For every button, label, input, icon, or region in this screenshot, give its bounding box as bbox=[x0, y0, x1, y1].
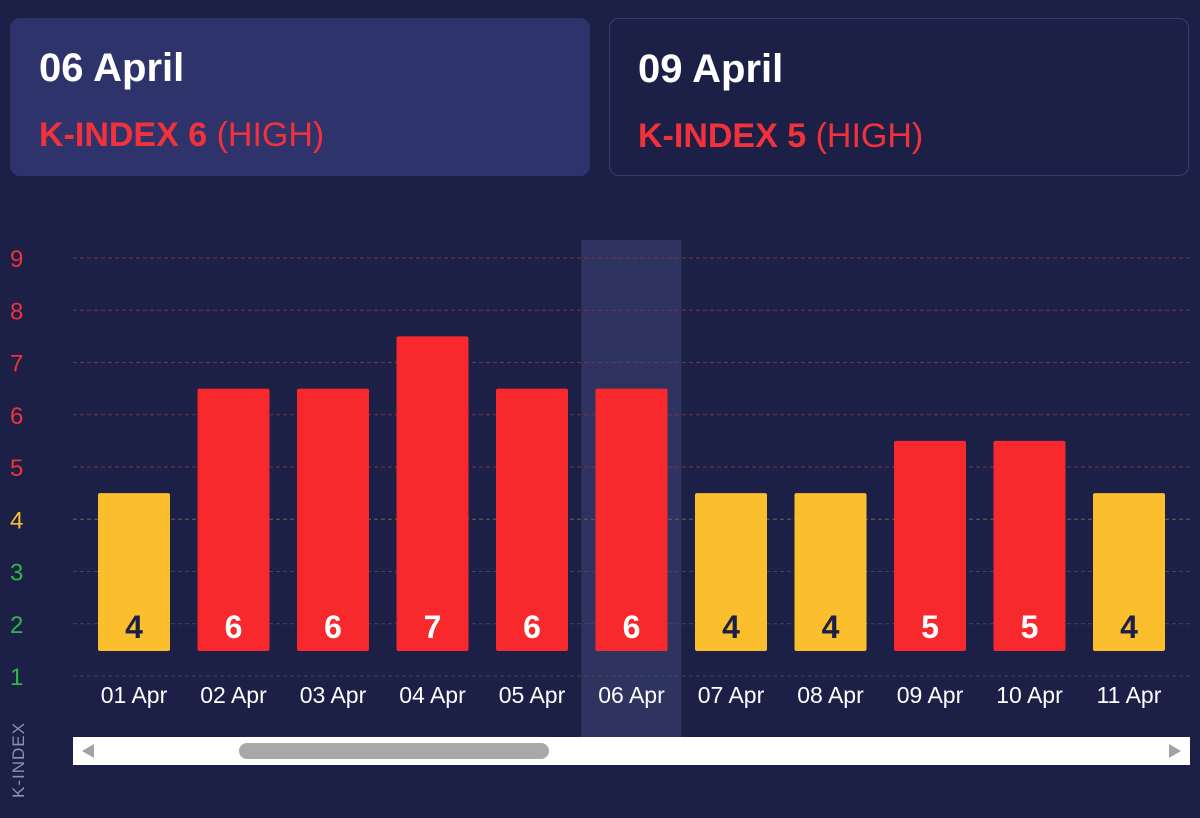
bar bbox=[794, 493, 867, 651]
scroll-left-arrow-icon[interactable] bbox=[82, 744, 94, 758]
bar-value-label: 4 bbox=[1120, 609, 1138, 645]
bar-value-label: 5 bbox=[921, 609, 939, 645]
card-kindex-level: (HIGH) bbox=[815, 117, 924, 155]
x-tick-label: 09 Apr bbox=[897, 682, 964, 708]
x-tick-label: 02 Apr bbox=[200, 682, 267, 708]
bar-value-label: 5 bbox=[1021, 609, 1039, 645]
bar bbox=[595, 388, 668, 651]
y-tick-label: 4 bbox=[10, 507, 23, 534]
horizontal-scrollbar[interactable] bbox=[73, 737, 1190, 765]
bar-value-label: 6 bbox=[324, 609, 342, 645]
x-tick-label: 05 Apr bbox=[499, 682, 566, 708]
card-date: 09 April bbox=[638, 47, 784, 91]
bar-value-label: 4 bbox=[722, 609, 740, 645]
bar-value-label: 7 bbox=[424, 609, 442, 645]
bar bbox=[197, 388, 270, 651]
card-kindex: K-INDEX 5 (HIGH) bbox=[638, 117, 923, 156]
bar bbox=[297, 388, 369, 651]
y-tick-label: 9 bbox=[10, 246, 23, 273]
card-date: 06 April bbox=[39, 46, 185, 90]
x-tick-label: 07 Apr bbox=[698, 682, 765, 708]
bar bbox=[98, 493, 170, 651]
y-tick-label: 8 bbox=[10, 298, 23, 325]
x-tick-label: 03 Apr bbox=[300, 682, 367, 708]
x-tick-label: 11 Apr bbox=[1097, 682, 1162, 708]
bar-value-label: 6 bbox=[623, 609, 641, 645]
y-tick-label: 5 bbox=[10, 455, 23, 482]
bar bbox=[396, 336, 469, 651]
card-kindex-level: (HIGH) bbox=[216, 116, 325, 154]
bar-value-label: 6 bbox=[523, 609, 541, 645]
card-kindex: K-INDEX 6 (HIGH) bbox=[39, 116, 324, 155]
bar bbox=[695, 493, 767, 651]
x-tick-label: 04 Apr bbox=[399, 682, 466, 708]
card-kindex-value: K-INDEX 5 bbox=[638, 117, 807, 155]
x-tick-label: 10 Apr bbox=[996, 682, 1063, 708]
x-tick-label: 06 Apr bbox=[598, 682, 665, 708]
bar bbox=[1093, 493, 1165, 651]
date-card[interactable]: 09 April K-INDEX 5 (HIGH) bbox=[609, 18, 1189, 176]
x-tick-label: 08 Apr bbox=[797, 682, 864, 708]
y-axis-label: K-INDEX bbox=[9, 722, 28, 798]
x-tick-label: 01 Apr bbox=[101, 682, 168, 708]
card-kindex-value: K-INDEX 6 bbox=[39, 116, 208, 154]
bar-value-label: 4 bbox=[125, 609, 143, 645]
bar bbox=[894, 440, 966, 651]
bar bbox=[993, 440, 1066, 651]
bar-value-label: 6 bbox=[225, 609, 243, 645]
y-tick-label: 2 bbox=[10, 612, 23, 639]
scroll-thumb[interactable] bbox=[239, 743, 549, 759]
bar bbox=[496, 388, 568, 651]
y-tick-label: 6 bbox=[10, 403, 23, 430]
bar-value-label: 4 bbox=[822, 609, 840, 645]
y-tick-label: 1 bbox=[10, 664, 23, 691]
date-card-selected[interactable]: 06 April K-INDEX 6 (HIGH) bbox=[10, 18, 590, 176]
scroll-right-arrow-icon[interactable] bbox=[1169, 744, 1181, 758]
y-tick-label: 7 bbox=[10, 351, 23, 378]
y-tick-label: 3 bbox=[10, 560, 23, 587]
